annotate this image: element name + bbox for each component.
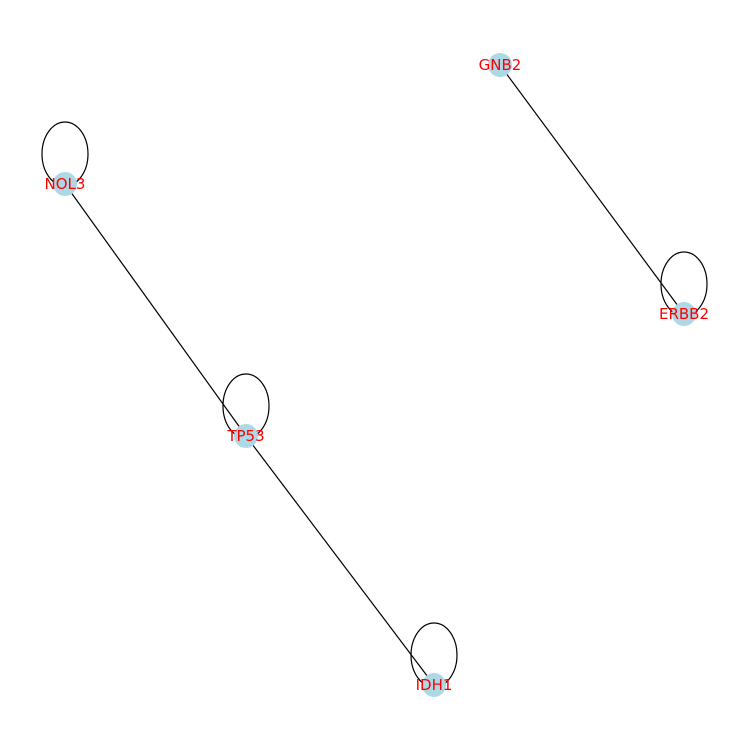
edge-tp53-idh1 (245, 435, 435, 686)
edge-nol3-tp53 (64, 183, 247, 437)
node-idh1 (422, 673, 446, 697)
node-label-nol3: NOL3 (45, 175, 86, 193)
node-label-idh1: IDH1 (416, 676, 453, 694)
node-label-erbb2: ERBB2 (659, 305, 709, 323)
labels-layer: GNB2 ERBB2 NOL3 TP53 IDH1 (45, 56, 709, 694)
node-label-tp53: TP53 (226, 427, 264, 445)
node-tp53 (234, 424, 258, 448)
node-nol3 (53, 172, 77, 196)
edges-layer (64, 64, 685, 686)
self-loops-layer (41, 121, 708, 688)
edge-gnb2-erbb2 (499, 64, 685, 315)
node-label-gnb2: GNB2 (479, 56, 522, 74)
nodes-layer (53, 53, 696, 697)
node-gnb2 (488, 53, 512, 77)
node-erbb2 (672, 302, 696, 326)
